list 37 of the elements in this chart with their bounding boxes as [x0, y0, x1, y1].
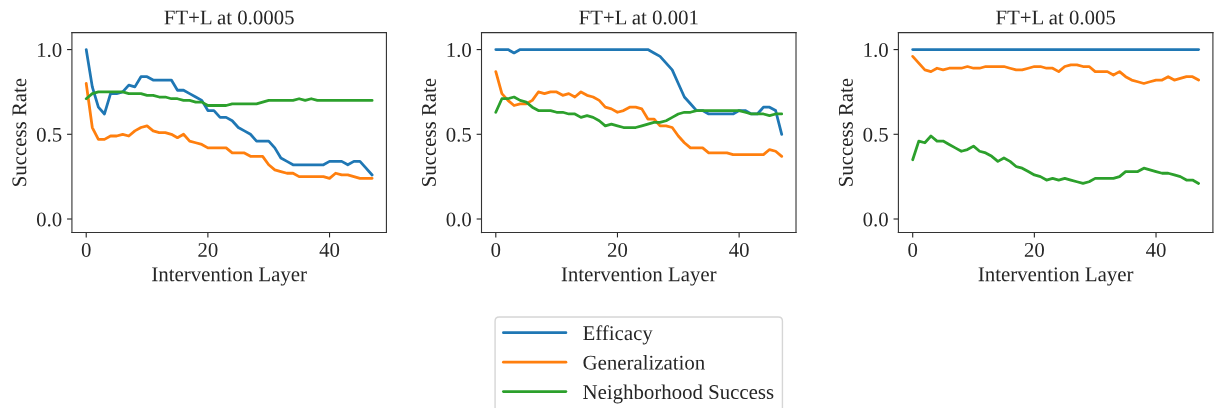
chart-title: FT+L at 0.0005 — [164, 10, 294, 25]
x-axis-title: Intervention Layer — [152, 267, 307, 286]
line-series — [84, 82, 374, 180]
x-tick-label: 20 — [607, 242, 628, 257]
legend-label: Neighborhood Success — [583, 384, 774, 404]
y-tick-label: 1.0 — [864, 42, 888, 58]
y-axis-title: Success Rate — [838, 78, 853, 186]
legend-label: Generalization — [583, 354, 705, 370]
chart-title: FT+L at 0.005 — [996, 10, 1116, 25]
y-axis-title: Success Rate — [421, 78, 436, 186]
x-tick-label: 0 — [491, 242, 501, 257]
y-tick-label: 0.0 — [36, 212, 62, 227]
x-tick-label: 20 — [198, 242, 218, 257]
chart-title: FT+L at 0.001 — [579, 10, 698, 25]
y-tick-label: 0.5 — [446, 127, 471, 142]
y-tick-label: 0.5 — [36, 127, 62, 142]
x-tick-label: 40 — [1146, 242, 1166, 257]
x-axis-title: Intervention Layer — [561, 267, 717, 286]
y-tick-label: 1.0 — [447, 42, 471, 58]
y-tick-label: 0.5 — [863, 127, 888, 142]
x-axis-title: Intervention Layer — [978, 267, 1134, 286]
line-series — [84, 48, 374, 177]
x-tick-label: 40 — [319, 242, 340, 257]
legend-label: Efficacy — [583, 325, 653, 345]
line-series — [494, 70, 784, 158]
x-tick-label: 40 — [729, 242, 749, 257]
line-series — [494, 95, 784, 129]
line-series — [84, 90, 374, 107]
x-tick-label: 20 — [1024, 242, 1044, 257]
x-tick-label: 0 — [81, 242, 91, 257]
line-series — [911, 134, 1200, 185]
line-series — [911, 54, 1200, 85]
y-axis-title: Success Rate — [12, 78, 27, 186]
y-tick-label: 1.0 — [37, 42, 62, 58]
y-tick-label: 0.0 — [446, 212, 471, 227]
y-tick-label: 0.0 — [863, 212, 888, 227]
x-tick-label: 0 — [908, 242, 918, 257]
